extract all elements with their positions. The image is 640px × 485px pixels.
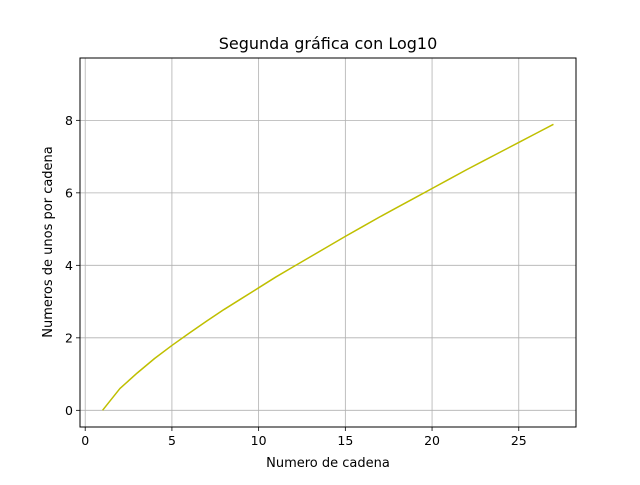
x-tick-label: 5 [168,433,176,448]
x-tick-label: 0 [81,433,89,448]
series-group [101,123,554,411]
x-tick-label: 15 [337,433,353,448]
y-tick-label: 0 [65,403,73,418]
x-axis: 0 5 10 15 20 25 [81,427,527,448]
y-axis-label: Numeros de unos por cadena [41,146,56,338]
x-tick-label: 25 [511,433,527,448]
plot-area-frame [79,57,577,428]
y-tick-label: 8 [65,113,73,128]
y-axis: 0 2 4 6 8 [65,113,80,418]
y-tick-label: 6 [65,185,73,200]
x-tick-label: 10 [251,433,267,448]
x-tick-label: 20 [424,433,440,448]
grid [80,58,576,427]
y-tick-label: 4 [65,258,73,273]
series-line [101,123,554,411]
y-tick-label: 2 [65,330,73,345]
x-axis-label: Numero de cadena [266,456,390,471]
chart-title: Segunda gráfica con Log10 [219,34,438,53]
